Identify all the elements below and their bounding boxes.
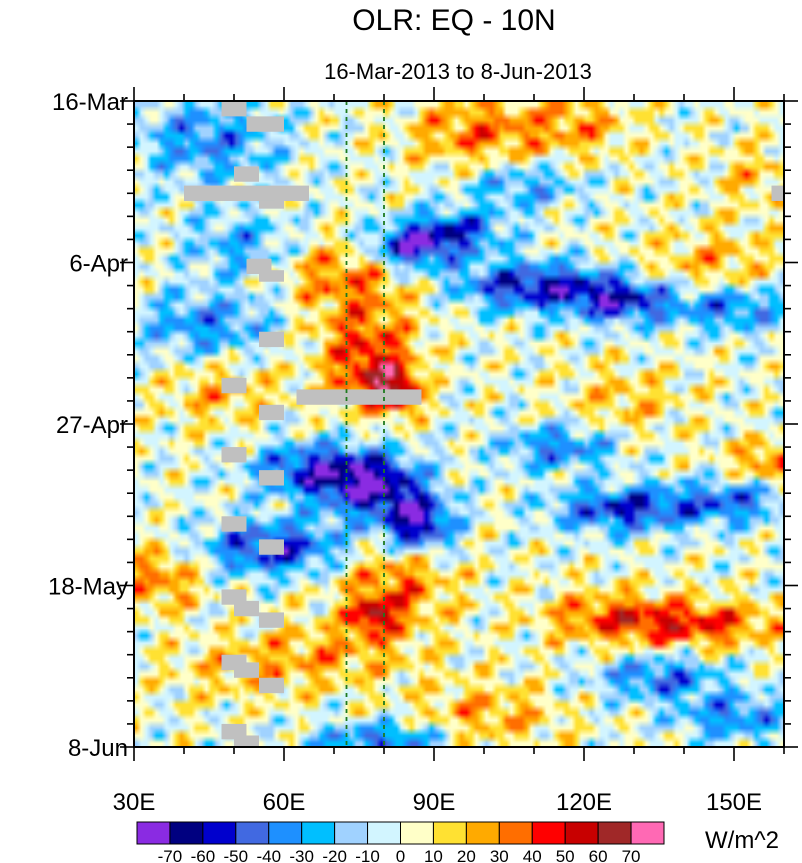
colorbar-level-label: 60 [589, 847, 608, 863]
y-tick-label: 6-Apr [69, 251, 128, 278]
colorbar-unit-label: W/m^2 [705, 827, 779, 854]
missing-data-box [221, 447, 247, 463]
colorbar-level-label: -50 [224, 847, 249, 863]
missing-data-box [234, 600, 259, 617]
missing-data-box [259, 539, 284, 555]
colorbar-swatch [432, 821, 467, 845]
missing-data-box [221, 377, 247, 394]
missing-data-box [259, 404, 284, 421]
y-axis: 16-Mar 6-Apr 27-Apr 18-May 8-Jun [48, 89, 798, 762]
missing-data-box [259, 331, 284, 348]
colorbar-swatch [235, 821, 270, 845]
colorbar-swatch [136, 821, 171, 845]
olr-anomaly-field [134, 101, 784, 747]
colorbar-swatch [268, 821, 303, 845]
missing-data-box [246, 258, 272, 275]
y-tick-label: 18-May [48, 574, 128, 601]
missing-data-box [296, 389, 422, 405]
colorbar-level-label: 70 [622, 847, 641, 863]
x-tick-label: 120E [556, 789, 612, 816]
colorbar-swatch [301, 821, 336, 845]
colorbar-level-label: 50 [556, 847, 575, 863]
colorbar-swatch [334, 821, 369, 845]
missing-data-box [234, 735, 259, 747]
reference-lines [345, 101, 385, 747]
missing-data-layer [184, 101, 784, 747]
colorbar-swatch [367, 821, 401, 845]
colorbar-swatch [597, 821, 632, 845]
colorbar-level-label: -10 [355, 847, 380, 863]
colorbar-level-label: 40 [523, 847, 542, 863]
missing-data-box [259, 612, 284, 628]
colorbar: -70 -60 -50 -40 -30 -20 -10 0 10 20 30 40 50 60 70 [136, 821, 665, 863]
missing-data-box [234, 662, 259, 678]
colorbar-swatch [202, 821, 237, 845]
x-tick-label: 150E [706, 789, 762, 816]
colorbar-swatch [630, 821, 665, 845]
missing-data-box [259, 270, 284, 282]
chart-title: OLR: EQ - 10N [352, 4, 555, 37]
missing-data-box [234, 166, 259, 182]
colorbar-level-label: 20 [457, 847, 476, 863]
colorbar-swatch [531, 821, 566, 845]
colorbar-level-label: 0 [396, 847, 405, 863]
missing-data-box [184, 185, 309, 201]
colorbar-swatch [564, 821, 599, 845]
colorbar-level-label: -20 [322, 847, 347, 863]
missing-data-box [259, 200, 284, 209]
x-tick-label: 60E [263, 789, 306, 816]
x-tick-label: 30E [113, 789, 156, 816]
colorbar-level-label: 30 [490, 847, 509, 863]
x-tick-label: 90E [413, 789, 456, 816]
missing-data-box [771, 185, 784, 201]
colorbar-level-label: -70 [158, 847, 183, 863]
colorbar-swatch [169, 821, 204, 845]
missing-data-box [259, 677, 284, 694]
missing-data-box [221, 516, 247, 532]
colorbar-level-label: -40 [256, 847, 281, 863]
colorbar-swatch [400, 821, 434, 845]
colorbar-swatch [465, 821, 500, 845]
plot-area [133, 100, 785, 748]
y-tick-label: 8-Jun [68, 735, 128, 762]
colorbar-level-label: 10 [424, 847, 443, 863]
colorbar-swatch [498, 821, 533, 845]
y-tick-label: 27-Apr [56, 412, 128, 439]
missing-data-box [246, 116, 284, 132]
missing-data-box [221, 101, 247, 117]
missing-data-box [259, 470, 284, 486]
y-tick-label: 16-Mar [52, 89, 128, 116]
colorbar-level-label: -30 [289, 847, 314, 863]
colorbar-level-label: -60 [191, 847, 216, 863]
chart-subtitle: 16-Mar-2013 to 8-Jun-2013 [324, 59, 592, 84]
x-axis: 30E 60E 90E 120E 150E [113, 87, 785, 816]
